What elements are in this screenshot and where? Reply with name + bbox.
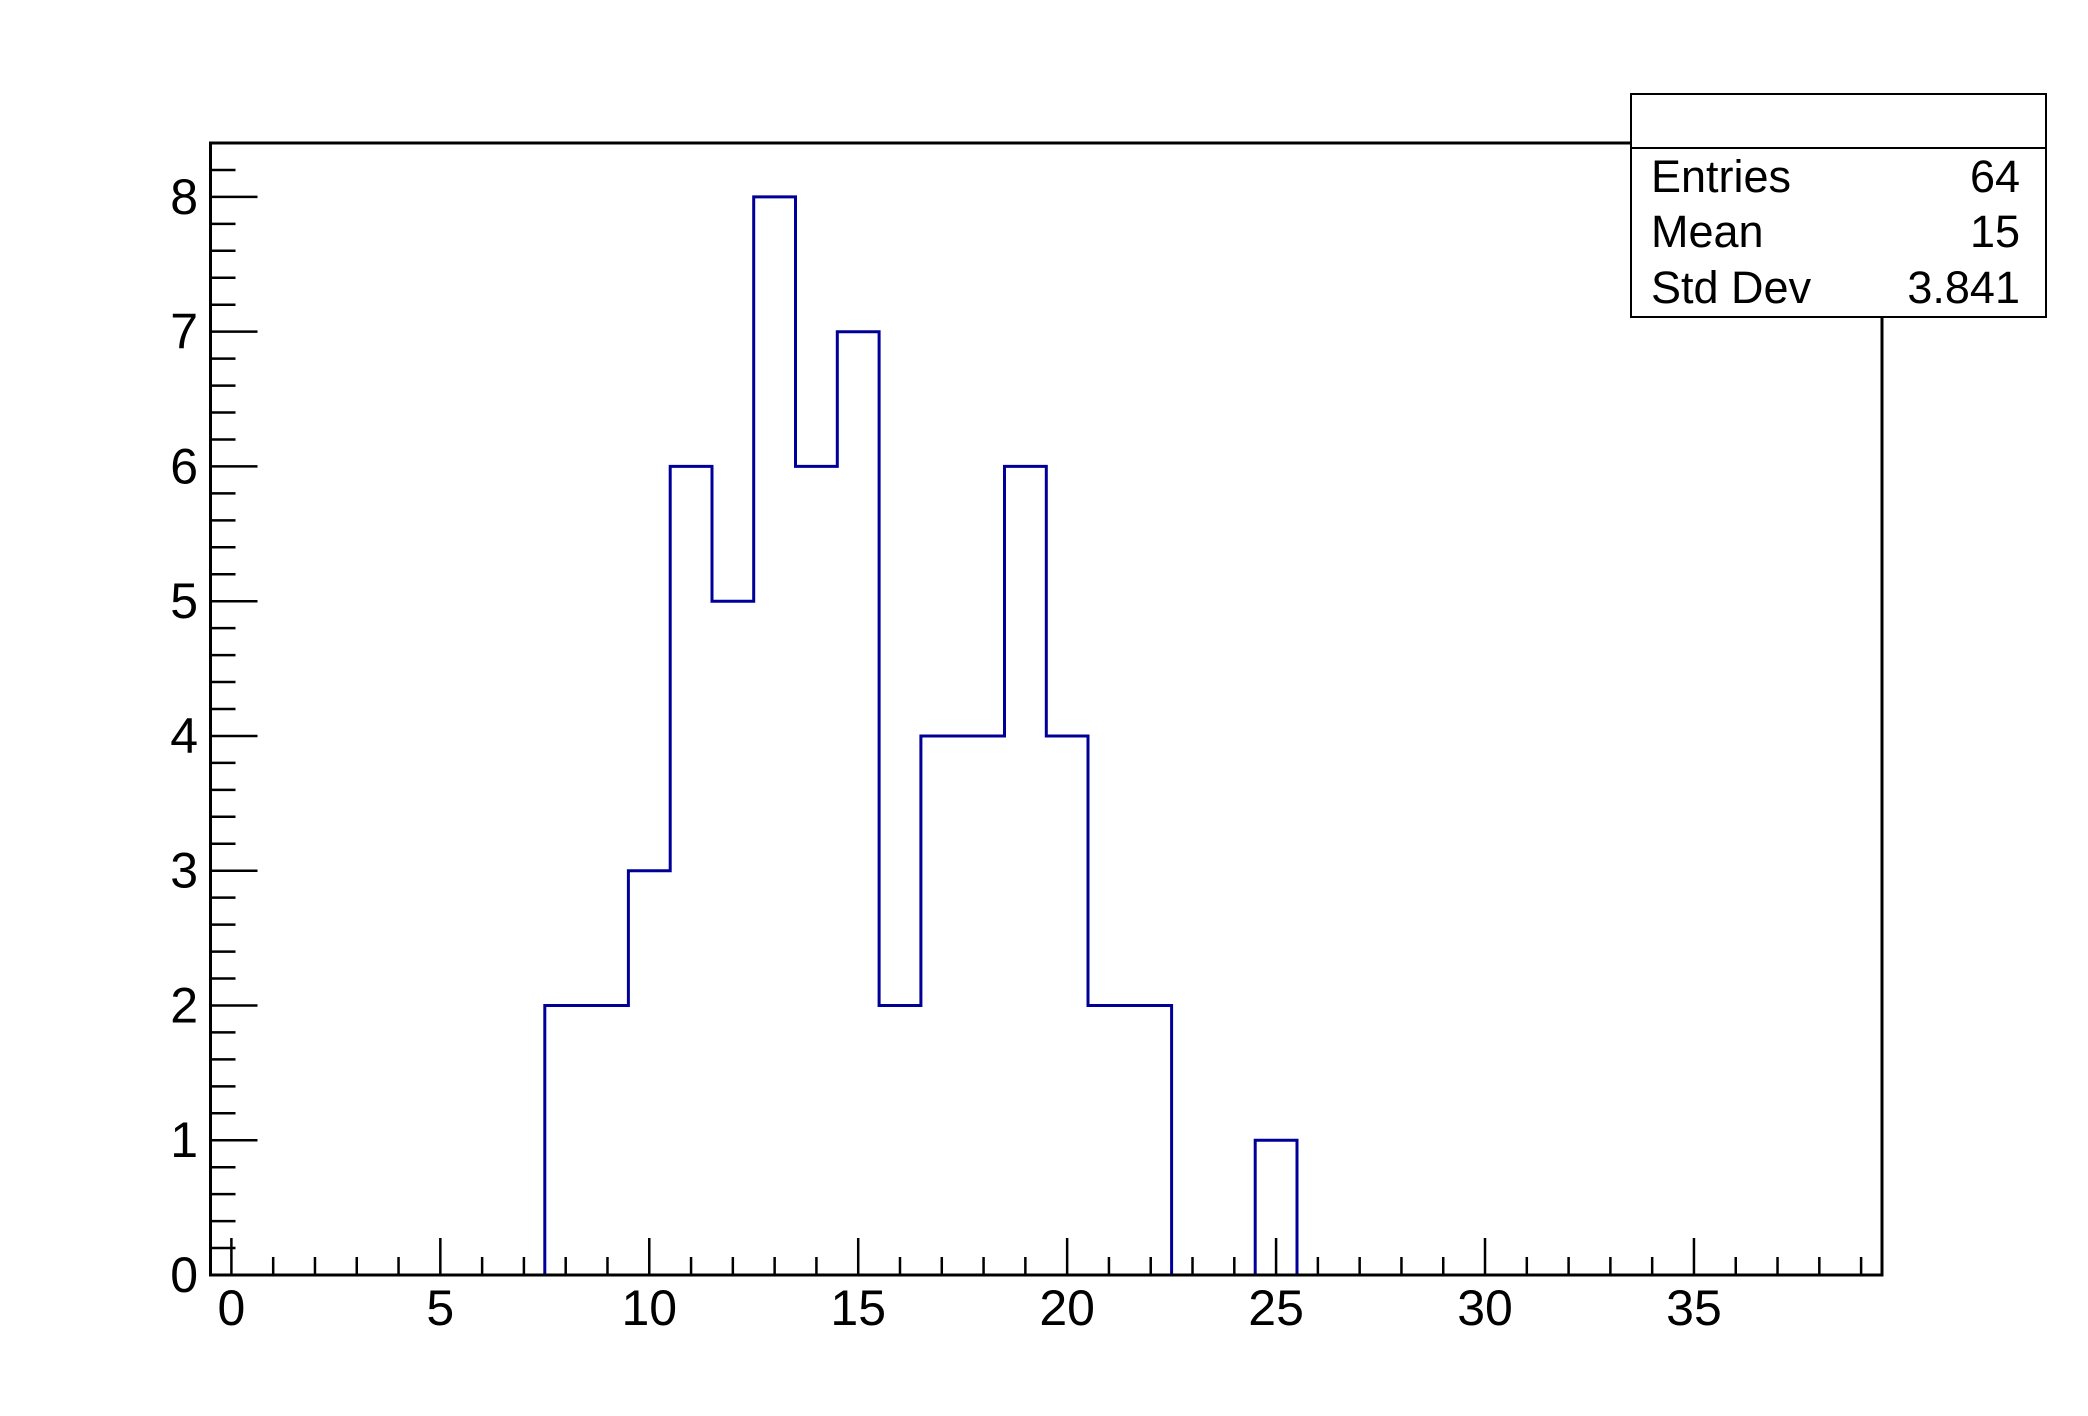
x-axis-tick-label: 35 bbox=[1666, 1280, 1722, 1336]
x-axis-tick-label: 5 bbox=[426, 1280, 454, 1336]
y-axis-tick-label: 2 bbox=[170, 977, 198, 1033]
x-axis-tick-label: 25 bbox=[1248, 1280, 1304, 1336]
x-axis-tick-label: 15 bbox=[830, 1280, 886, 1336]
stats-label-mean: Mean bbox=[1651, 206, 1764, 258]
stats-label-entries: Entries bbox=[1651, 151, 1792, 203]
y-axis-tick-label: 8 bbox=[170, 169, 198, 225]
y-axis-tick-label: 7 bbox=[170, 304, 198, 360]
y-axis-tick-label: 6 bbox=[170, 438, 198, 494]
x-axis-tick-label: 30 bbox=[1457, 1280, 1513, 1336]
x-axis-tick-label: 0 bbox=[217, 1280, 245, 1336]
y-axis-tick-label: 5 bbox=[170, 573, 198, 629]
stats-label-stddev: Std Dev bbox=[1651, 261, 1812, 313]
stats-row-stddev: Std Dev 3.841 bbox=[1632, 260, 2045, 315]
stats-box: Entries 64 Mean 15 Std Dev 3.841 bbox=[1630, 93, 2047, 318]
x-axis-tick-label: 10 bbox=[621, 1280, 677, 1336]
stats-value-mean: 15 bbox=[1969, 206, 2020, 258]
y-axis-tick-label: 0 bbox=[170, 1247, 198, 1303]
y-axis-tick-label: 1 bbox=[170, 1112, 198, 1168]
stats-title bbox=[1632, 95, 2045, 149]
y-axis-tick-label: 4 bbox=[170, 708, 198, 764]
stats-row-mean: Mean 15 bbox=[1632, 204, 2045, 259]
stats-row-entries: Entries 64 bbox=[1632, 149, 2045, 204]
stats-value-stddev: 3.841 bbox=[1907, 261, 2020, 313]
y-axis-tick-label: 3 bbox=[170, 843, 198, 899]
histogram-line bbox=[543, 195, 1299, 1277]
stats-rows: Entries 64 Mean 15 Std Dev 3.841 bbox=[1632, 149, 2045, 315]
stats-value-entries: 64 bbox=[1969, 151, 2020, 203]
x-axis-tick-label: 20 bbox=[1039, 1280, 1095, 1336]
